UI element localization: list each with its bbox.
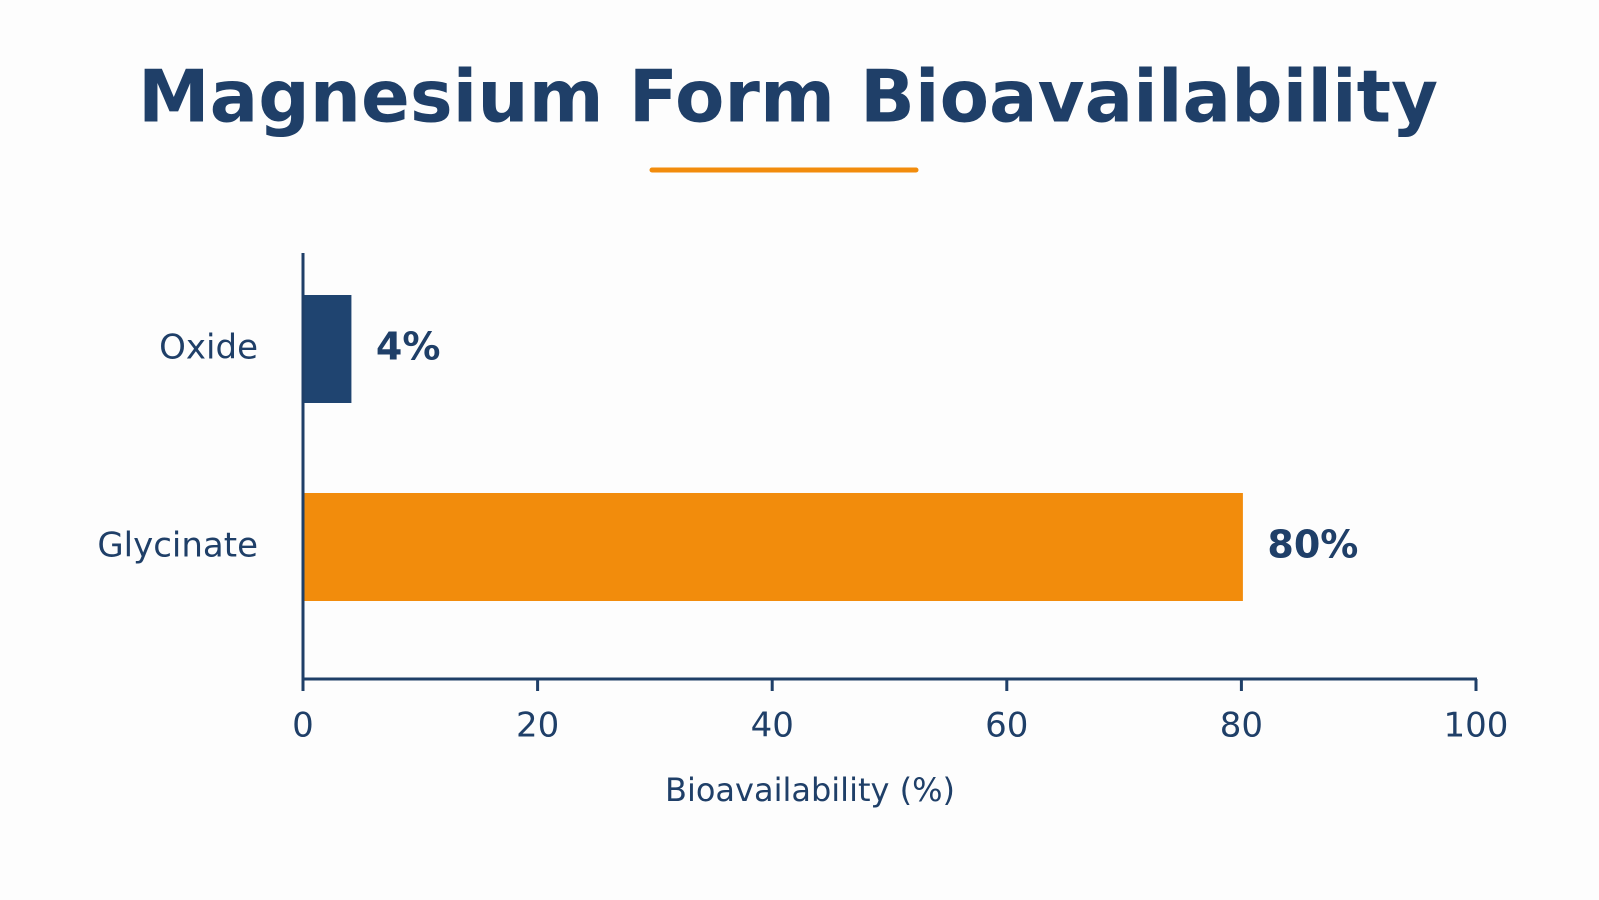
x-tick-label: 20 [516, 706, 559, 746]
value-label: 4% [376, 325, 441, 369]
x-tick-label: 100 [1444, 706, 1509, 746]
x-axis-title: Bioavailability (%) [665, 771, 955, 809]
category-label: Glycinate [97, 526, 258, 566]
chart-title: Magnesium Form Bioavailability [138, 55, 1438, 139]
x-tick-label: 80 [1220, 706, 1263, 746]
value-label: 80% [1267, 523, 1358, 567]
bar [304, 295, 352, 403]
x-tick-label: 40 [751, 706, 794, 746]
x-tick-label: 60 [985, 706, 1028, 746]
category-label: Oxide [159, 328, 258, 368]
bar [304, 493, 1243, 601]
x-tick-label: 0 [292, 706, 314, 746]
